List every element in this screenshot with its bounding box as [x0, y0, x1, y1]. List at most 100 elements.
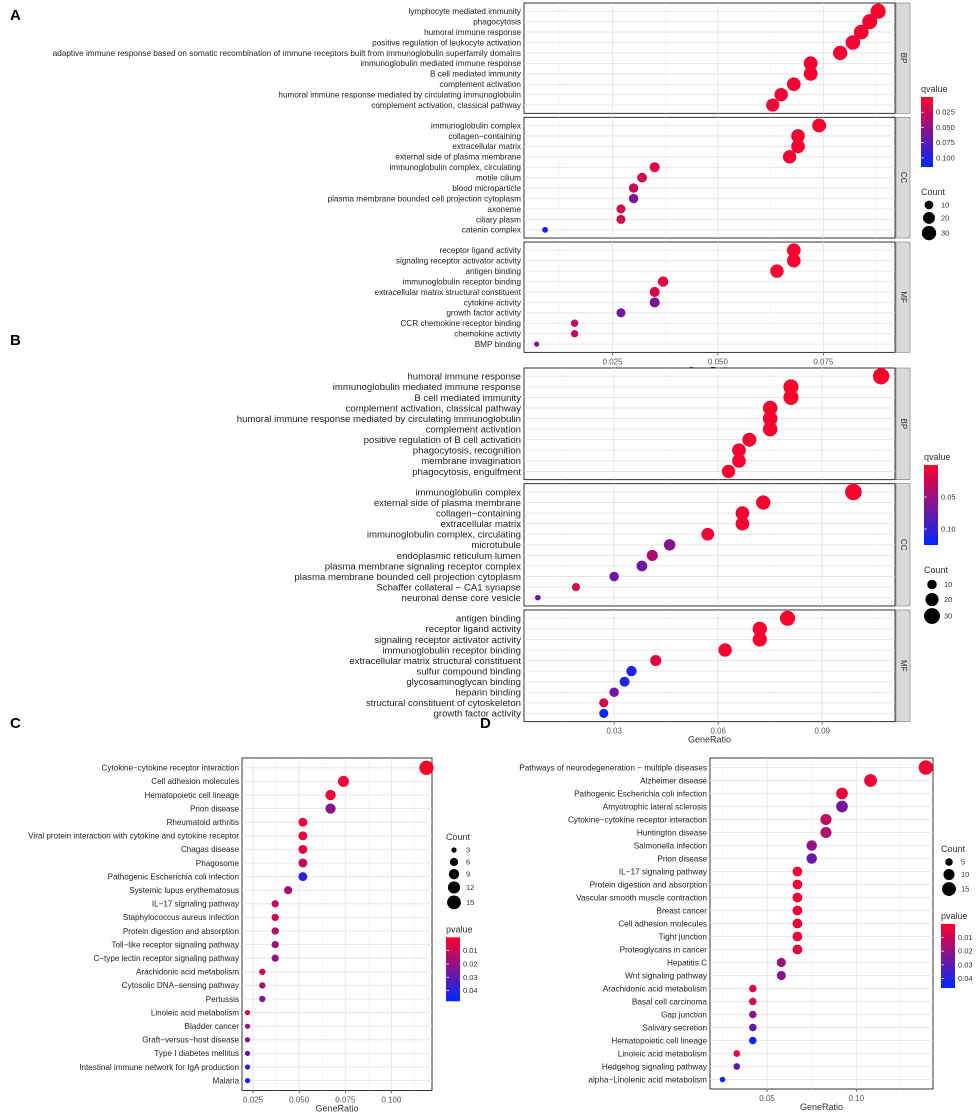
x-axis-title: GeneRatio [800, 1102, 843, 1112]
size-legend: Count 10 20 30 [924, 565, 952, 624]
data-point [719, 1076, 726, 1083]
data-point [733, 1063, 741, 1070]
data-point [534, 341, 540, 347]
data-point [735, 506, 750, 520]
data-point [271, 940, 279, 949]
term-label: extracellular matrix [452, 142, 521, 151]
data-point [628, 183, 639, 193]
term-label: immunoglobulin mediated immune response [360, 59, 521, 68]
size-legend-dot [923, 212, 935, 224]
term-label: heparin binding [455, 688, 521, 699]
facet-strip [895, 367, 911, 480]
term-label: collagen−containing [448, 132, 521, 141]
data-point [298, 844, 308, 854]
facet-strip [895, 483, 911, 607]
term-label: Hematopoietic cell lineage [611, 1036, 707, 1045]
data-point [803, 66, 818, 81]
data-point [806, 840, 817, 851]
color-tick-label: 0.075 [936, 138, 955, 147]
data-point [864, 774, 877, 787]
x-tick-label: 0.10 [848, 1094, 864, 1103]
x-axis: 0.03 0.06 0.09 GeneRatio [606, 721, 831, 745]
data-point [833, 45, 848, 61]
data-point [749, 1010, 757, 1019]
data-point [535, 594, 541, 601]
size-legend: Count 5 10 15 [941, 844, 969, 896]
term-label: Prion disease [657, 854, 707, 863]
data-point [735, 516, 750, 531]
size-legend-dot [924, 608, 940, 624]
term-label: humoral immune response [424, 28, 521, 37]
color-tick-label: 0.05 [941, 493, 956, 502]
color-tick-label: 0.04 [463, 986, 478, 995]
data-point [571, 583, 581, 592]
term-label: Pertussis [206, 995, 239, 1004]
facet-cc: immunoglobulin complex collagen−containin… [328, 116, 911, 239]
term-label: Tight junction [659, 932, 708, 941]
data-point [845, 35, 861, 50]
term-label: Cytokine−cytokine receptor interaction [568, 815, 707, 824]
data-point [325, 803, 336, 814]
plot-area: Pathways of neurodegeneration − multiple… [519, 757, 934, 1090]
plot-background [523, 609, 896, 723]
data-point [782, 150, 797, 164]
term-label: Viral protein interaction with cytokine … [28, 832, 239, 841]
size-legend-label: 10 [944, 580, 952, 589]
size-legend-dot [449, 857, 459, 867]
term-label: Phagosome [196, 859, 240, 868]
term-label: positive regulation of leukocyte activat… [372, 38, 521, 47]
term-label: humoral immune response [407, 372, 521, 383]
term-label: immunoglobulin receptor binding [382, 645, 521, 656]
term-label: receptor ligand activity [426, 624, 522, 635]
term-label: B cell mediated immunity [414, 393, 521, 404]
size-legend-title: Count [924, 565, 949, 575]
data-point [774, 87, 788, 102]
size-legend-dot [921, 225, 937, 241]
data-point [337, 775, 349, 787]
data-point [244, 1064, 251, 1070]
term-label: Linoleic acid metabolism [618, 1049, 707, 1058]
size-legend-label: 15 [961, 885, 969, 894]
data-point [776, 970, 786, 981]
term-label: phagocytosis [473, 18, 521, 27]
term-label: axoneme [487, 205, 521, 214]
term-label: ciliary plasm [476, 215, 521, 224]
data-point [616, 308, 626, 318]
term-label: humoral immune response mediated by circ… [237, 414, 521, 425]
term-label: IL−17 signaling pathway [152, 900, 240, 909]
data-point [298, 817, 308, 827]
data-point [244, 1037, 251, 1043]
data-point [812, 118, 827, 133]
term-label: endoplasmic reticulum lumen [397, 551, 521, 562]
size-legend-label: 6 [466, 858, 470, 867]
color-bar [924, 465, 938, 545]
color-tick-label: 0.02 [958, 947, 973, 956]
plot-background [523, 367, 896, 481]
data-point [792, 879, 803, 890]
term-label: Malaria [212, 1076, 239, 1085]
data-point [732, 453, 746, 468]
term-label: Pathways of neurodegeneration − multiple… [519, 763, 707, 772]
data-point [749, 1036, 757, 1045]
term-label: B cell mediated immunity [430, 70, 522, 79]
size-legend-dot [448, 869, 460, 880]
term-label: chemokine activity [454, 330, 522, 339]
data-point [836, 787, 848, 800]
data-point [762, 400, 778, 416]
data-point [733, 1050, 741, 1057]
size-legend-dot [924, 200, 934, 210]
size-legend-label: 3 [466, 846, 470, 855]
facet-strip [895, 241, 911, 353]
data-point [721, 464, 736, 479]
term-label: Arachidonic acid metabolism [603, 984, 707, 993]
data-point [749, 997, 757, 1006]
data-point [845, 483, 862, 501]
facet-strip [895, 2, 911, 114]
term-label: neuronal dense core vesicle [402, 593, 521, 604]
data-point [918, 760, 934, 775]
data-point [820, 813, 832, 826]
term-label: extracellular matrix structural constitu… [349, 656, 521, 667]
term-label: Salmonella infection [634, 841, 708, 850]
